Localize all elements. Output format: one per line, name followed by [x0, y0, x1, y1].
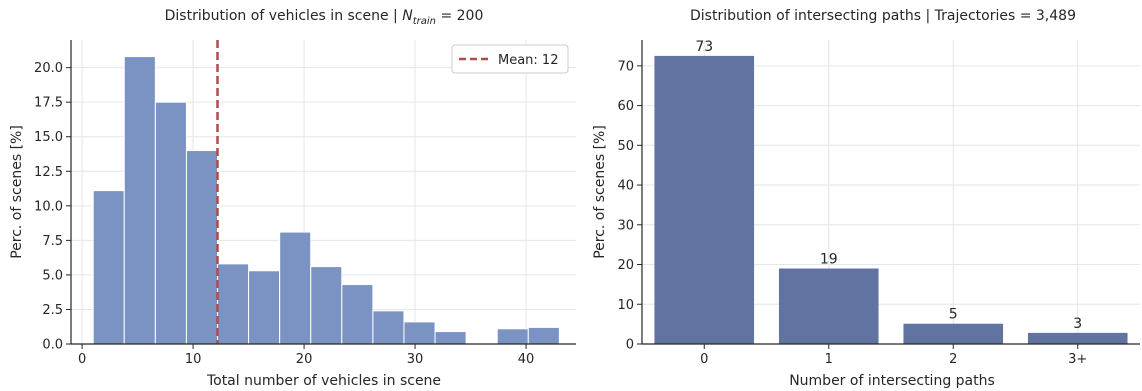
bar-value-label: 73	[695, 39, 713, 55]
x-axis-title: Total number of vehicles in scene	[206, 373, 441, 389]
y-tick-label: 7.5	[42, 234, 63, 249]
histogram-bar	[527, 326, 560, 345]
y-tick-label: 0	[626, 338, 634, 353]
y-tick-label: 17.5	[34, 96, 63, 111]
category-bars	[654, 55, 1128, 345]
histogram-bars	[92, 56, 560, 345]
x-tick-label: 20	[296, 352, 313, 367]
y-tick-label: 5.0	[42, 268, 63, 283]
x-tick-label: 0	[700, 352, 708, 367]
x-tick-label: 0	[78, 352, 86, 367]
histogram-bar	[403, 321, 436, 345]
y-tick-label: 50	[617, 139, 634, 154]
chart-title: Distribution of intersecting paths | Tra…	[690, 8, 1076, 24]
bar-value-label: 5	[949, 307, 958, 323]
y-ticks: 0.0 2.5 5.0 7.5 10.0 12.5 15.0 17.5 20.0	[34, 61, 71, 353]
chart-title-math-base: N	[402, 8, 413, 24]
y-ticks: 0 10 20 30 40 50 60 70	[617, 59, 642, 353]
y-tick-label: 40	[617, 179, 634, 194]
y-tick-label: 12.5	[34, 165, 63, 180]
y-tick-label: 30	[617, 218, 634, 233]
y-tick-label: 20	[617, 258, 634, 273]
bar-value-labels: 73 19 5 3	[695, 39, 1082, 332]
chart-intersecting-paths: Distribution of intersecting paths | Tra…	[592, 8, 1140, 389]
histogram-bar	[279, 231, 312, 345]
y-tick-label: 20.0	[34, 61, 63, 76]
histogram-bar	[154, 101, 187, 345]
y-axis-title: Perc. of scenes [%]	[592, 125, 608, 259]
y-tick-label: 60	[617, 99, 634, 114]
histogram-bar	[341, 284, 374, 345]
y-axis-title: Perc. of scenes [%]	[9, 125, 25, 259]
y-tick-label: 70	[617, 59, 634, 74]
histogram-bar	[372, 310, 405, 345]
bar	[778, 268, 879, 344]
legend-mean-label: Mean: 12	[498, 53, 558, 68]
histogram-bar	[217, 263, 250, 345]
bar	[1027, 332, 1128, 344]
x-tick-label: 30	[407, 352, 424, 367]
histogram-bar	[92, 190, 125, 345]
y-tick-label: 0.0	[42, 338, 63, 353]
chart-vehicles-in-scene: Distribution of vehicles in scene | Ntra…	[9, 8, 576, 389]
bar	[654, 55, 755, 345]
x-tick-label: 1	[825, 352, 833, 367]
x-tick-label: 3+	[1068, 352, 1087, 367]
legend: Mean: 12	[451, 44, 569, 74]
histogram-bar	[434, 331, 467, 345]
x-ticks: 0 10 20 30 40	[78, 344, 534, 367]
x-tick-label: 10	[185, 352, 202, 367]
y-tick-label: 15.0	[34, 130, 63, 145]
chart-title-math-subscript: train	[413, 16, 436, 27]
histogram-bar	[123, 56, 156, 345]
histogram-bar	[496, 328, 529, 345]
x-axis-title: Number of intersecting paths	[789, 373, 995, 389]
bar-value-label: 19	[820, 251, 838, 267]
y-tick-label: 2.5	[42, 303, 63, 318]
x-tick-label: 40	[518, 352, 535, 367]
x-ticks: 0 1 2 3+	[700, 344, 1087, 367]
bar	[903, 323, 1004, 344]
bar-value-label: 3	[1073, 316, 1082, 332]
chart-title-prefix: Distribution of vehicles in scene |	[165, 8, 403, 24]
histogram-bar	[310, 266, 343, 345]
chart-title: Distribution of vehicles in scene | Ntra…	[165, 8, 484, 27]
histogram-bar	[248, 270, 281, 345]
x-tick-label: 2	[949, 352, 957, 367]
legend-box	[451, 44, 569, 74]
y-tick-label: 10.0	[34, 199, 63, 214]
y-tick-label: 10	[617, 298, 634, 313]
histogram-bar	[185, 150, 219, 345]
chart-title-suffix: = 200	[436, 8, 483, 24]
